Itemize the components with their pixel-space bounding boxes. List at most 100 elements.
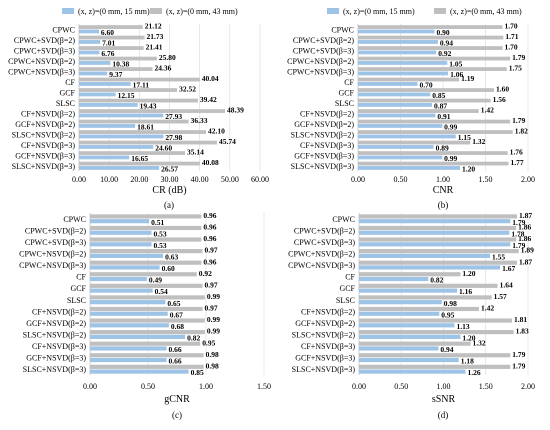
x-tick-label: 0.00 [72, 175, 86, 184]
category-label: CPWC [331, 25, 354, 34]
legend-swatch-b-2 [434, 8, 446, 14]
bar-series-a [90, 300, 166, 305]
category-label: SLSC+NSVD(β=2) [23, 331, 87, 340]
data-label-b: 0.96 [203, 211, 216, 220]
bar-series-b [90, 364, 204, 369]
bar-series-a [358, 71, 449, 76]
bar-series-a [90, 230, 152, 235]
bar-series-b [359, 353, 511, 358]
data-label-a: 1.26 [467, 368, 480, 377]
data-label-b: 1.19 [461, 74, 474, 83]
data-label-b: 1.70 [505, 21, 518, 30]
data-label-a: 0.67 [170, 310, 183, 319]
category-label: CPWC+NSVD(β=3) [288, 261, 355, 270]
x-tick-label: 2.00 [521, 175, 535, 184]
data-label-a: 0.87 [434, 101, 447, 110]
data-label-a: 0.91 [437, 112, 450, 121]
bar-series-b [359, 272, 461, 277]
bar-series-a [358, 145, 434, 149]
bar-series-a [358, 124, 443, 128]
category-label: GCF [338, 88, 354, 97]
bar-series-b [359, 249, 519, 254]
bar-series-a [79, 40, 101, 44]
data-label-b: 1.79 [512, 116, 525, 125]
bar-series-a [358, 155, 443, 160]
data-label-a: 0.99 [444, 154, 457, 163]
x-axis-title: CR (dB) [152, 185, 186, 196]
data-label-a: 27.93 [165, 112, 182, 121]
legend-swatch-b [150, 8, 162, 14]
bar-series-b [359, 237, 517, 242]
data-label-b: 1.42 [481, 304, 494, 313]
data-label-a: 12.15 [118, 91, 135, 100]
data-label-b: 42.10 [208, 126, 225, 135]
data-label-a: 19.43 [140, 101, 157, 110]
bar-series-a [90, 311, 168, 316]
data-label-a: 1.20 [462, 333, 475, 342]
data-label-a: 1.15 [458, 133, 471, 142]
data-label-a: 10.38 [112, 59, 129, 68]
bar-series-b [90, 283, 203, 288]
data-label-a: 0.70 [420, 80, 433, 89]
category-label: SLSC+NSVD(β=3) [292, 365, 356, 374]
bar-series-b [90, 272, 197, 277]
data-label-b: 1.87 [519, 257, 532, 266]
bar-series-a [79, 166, 160, 170]
category-label: CF+NSVD(β=3) [301, 342, 355, 351]
category-label: CF+NSVD(β=3) [32, 342, 86, 351]
x-tick-label: 0.50 [394, 382, 408, 391]
data-label-a: 0.66 [169, 345, 182, 354]
x-axis-title: sSNR [432, 394, 456, 405]
bar-series-a [90, 242, 152, 247]
bar-series-b [359, 283, 498, 288]
category-label: SLSC [56, 99, 75, 108]
bar-series-b [358, 130, 513, 134]
data-label-a: 1.78 [511, 229, 524, 238]
bar-series-a [79, 82, 131, 86]
category-label: CF [76, 273, 86, 282]
bar-series-a [90, 334, 186, 339]
data-label-a: 0.98 [444, 299, 457, 308]
bar-series-b [79, 46, 144, 50]
data-label-b: 21.73 [147, 32, 164, 41]
data-label-b: 39.42 [200, 95, 217, 104]
bar-series-a [358, 29, 435, 34]
bar-series-b [358, 88, 494, 92]
category-label: CF+NSVD(β=3) [21, 141, 75, 150]
bar-series-b [79, 88, 178, 92]
x-tick-label: 40.00 [191, 175, 209, 184]
x-tick-label: 50.00 [221, 175, 239, 184]
bar-series-a [358, 166, 460, 170]
x-tick-label: 1.50 [479, 175, 493, 184]
category-label: SLSC+NSVD(β=3) [12, 162, 76, 171]
data-label-b: 0.98 [206, 350, 219, 359]
bar-series-a [358, 134, 456, 139]
bar-series-b [359, 364, 511, 369]
bar-series-a [79, 155, 130, 160]
x-axis-title: gCNR [164, 394, 190, 405]
bar-series-a [90, 369, 189, 374]
category-label: CPWC+SVD(β=2) [294, 226, 355, 235]
bar-series-a [359, 265, 501, 270]
category-label: GCF+NSVD(β=3) [294, 151, 354, 160]
data-label-a: 16.65 [131, 154, 148, 163]
category-label: GCF+NSVD(β=2) [294, 120, 354, 129]
x-tick-label: 30.00 [161, 175, 179, 184]
data-label-b: 40.08 [202, 158, 219, 167]
data-label-b: 0.99 [207, 292, 220, 301]
data-label-b: 1.79 [512, 53, 525, 62]
bar-series-a [79, 145, 154, 149]
data-label-a: 0.89 [436, 143, 449, 152]
data-label-b: 1.82 [515, 126, 528, 135]
category-label: GCF [59, 88, 75, 97]
data-label-b: 24.36 [154, 63, 171, 72]
bar-series-a [359, 219, 511, 224]
panel-label: (a) [164, 200, 174, 210]
bar-series-a [90, 346, 167, 351]
bar-series-a [358, 50, 437, 55]
bar-series-b [358, 25, 503, 29]
bar-series-b [90, 260, 202, 265]
data-label-b: 0.98 [206, 361, 219, 370]
data-label-b: 1.57 [494, 292, 507, 301]
